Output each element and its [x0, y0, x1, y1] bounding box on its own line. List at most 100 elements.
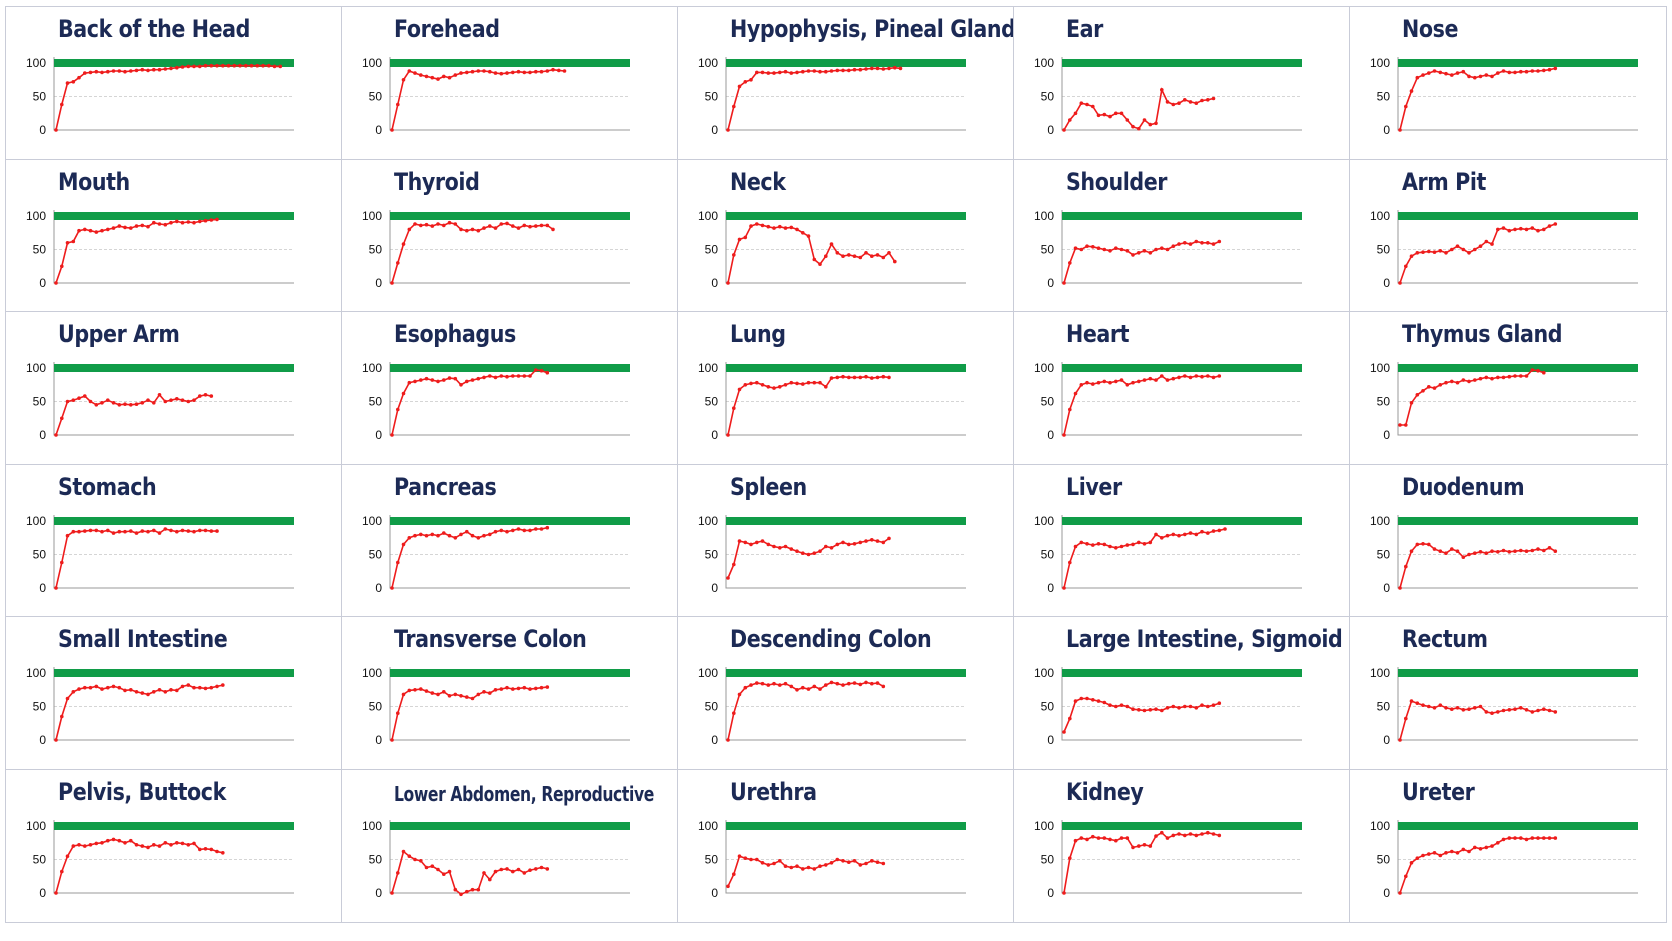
axis: [725, 209, 966, 283]
y-tick-label: 0: [1383, 428, 1390, 442]
data-point: [737, 84, 742, 89]
data-point: [1404, 423, 1408, 427]
data-point: [1108, 703, 1112, 707]
data-point: [870, 376, 874, 380]
data-point: [534, 526, 538, 531]
data-point: [1148, 122, 1153, 127]
data-point: [1142, 541, 1147, 546]
line-chart: 0 50 100: [26, 514, 294, 595]
series-line: [1063, 527, 1226, 588]
data-point: [60, 416, 64, 421]
data-point: [169, 842, 173, 847]
data-point: [146, 224, 150, 228]
data-point: [778, 683, 782, 687]
line-chart: 0 50 100: [1034, 819, 1302, 900]
data-point: [505, 529, 509, 533]
data-point: [806, 380, 811, 385]
data-point: [1154, 532, 1158, 536]
data-point: [1513, 835, 1517, 840]
data-point: [1177, 706, 1181, 710]
series-line: [55, 838, 223, 893]
data-point: [60, 714, 64, 719]
data-point: [1409, 860, 1414, 865]
data-point: [1427, 851, 1431, 856]
target-line: [1062, 669, 1302, 677]
data-point: [1108, 837, 1112, 841]
data-point: [499, 374, 504, 378]
data-point: [88, 70, 93, 75]
data-point: [123, 529, 127, 533]
data-point: [470, 378, 475, 382]
chart-title: Stomach: [58, 472, 157, 501]
data-point: [140, 401, 145, 405]
data-point: [1438, 548, 1443, 553]
data-point: [1404, 716, 1408, 721]
data-point: [1450, 73, 1454, 77]
data-point: [470, 533, 475, 537]
y-tick-label: 100: [26, 514, 46, 528]
y-tick-label: 100: [362, 56, 382, 70]
data-point: [772, 861, 776, 865]
data-point: [875, 538, 880, 543]
data-point: [1536, 69, 1540, 73]
y-tick-label: 0: [711, 733, 718, 747]
data-point: [146, 398, 150, 402]
data-point: [1553, 66, 1558, 71]
data-point: [545, 370, 550, 375]
data-point: [1114, 545, 1118, 550]
data-point: [1183, 833, 1187, 837]
target-line: [54, 821, 294, 830]
data-point: [447, 75, 452, 80]
data-point: [1171, 102, 1176, 107]
series-line: [727, 375, 890, 436]
data-point: [134, 530, 139, 535]
chart-panel-spleen: Spleen 0 50 100: [678, 464, 1014, 617]
data-point: [198, 64, 202, 69]
data-point: [1148, 540, 1153, 544]
data-point: [442, 378, 446, 382]
y-tick-label: 0: [39, 276, 46, 290]
axis: [53, 209, 294, 283]
data-point: [1194, 532, 1199, 536]
y-tick-label: 0: [1383, 123, 1390, 137]
data-point: [407, 227, 412, 231]
data-point: [1450, 546, 1454, 551]
data-point: [453, 73, 458, 77]
data-point: [1415, 542, 1420, 546]
y-tick-label: 50: [369, 700, 383, 714]
data-point: [539, 526, 544, 531]
data-point: [795, 227, 799, 231]
data-point: [209, 63, 214, 68]
data-point: [505, 71, 509, 75]
data-point: [157, 530, 162, 535]
chart-panel-large-intestine-sigmoid: Large Intestine, Sigmoid 0 50 100: [1014, 617, 1350, 770]
data-point: [60, 264, 64, 268]
target-line: [726, 211, 966, 220]
data-point: [795, 548, 799, 553]
data-point: [1211, 96, 1216, 101]
data-point: [1079, 835, 1084, 840]
data-point: [1507, 228, 1512, 232]
data-point: [1079, 101, 1084, 105]
data-point: [1547, 67, 1552, 72]
axis: [53, 57, 294, 131]
data-point: [1188, 100, 1193, 104]
axis: [1397, 209, 1638, 283]
target-line: [1398, 669, 1638, 677]
data-point: [841, 683, 845, 687]
y-tick-label: 0: [1383, 733, 1390, 747]
data-point: [453, 376, 458, 381]
data-point: [163, 840, 168, 845]
data-point: [516, 686, 521, 691]
data-point: [1496, 227, 1500, 231]
data-point: [755, 221, 759, 226]
data-point: [203, 63, 208, 68]
data-point: [1142, 118, 1147, 122]
data-point: [1165, 100, 1170, 104]
y-tick-label: 50: [1041, 700, 1055, 714]
data-point: [1542, 707, 1546, 711]
y-tick-label: 50: [705, 547, 719, 561]
chart-panel-stomach: Stomach 0 50 100: [6, 464, 342, 617]
data-point: [852, 375, 857, 380]
data-point: [1079, 383, 1084, 387]
